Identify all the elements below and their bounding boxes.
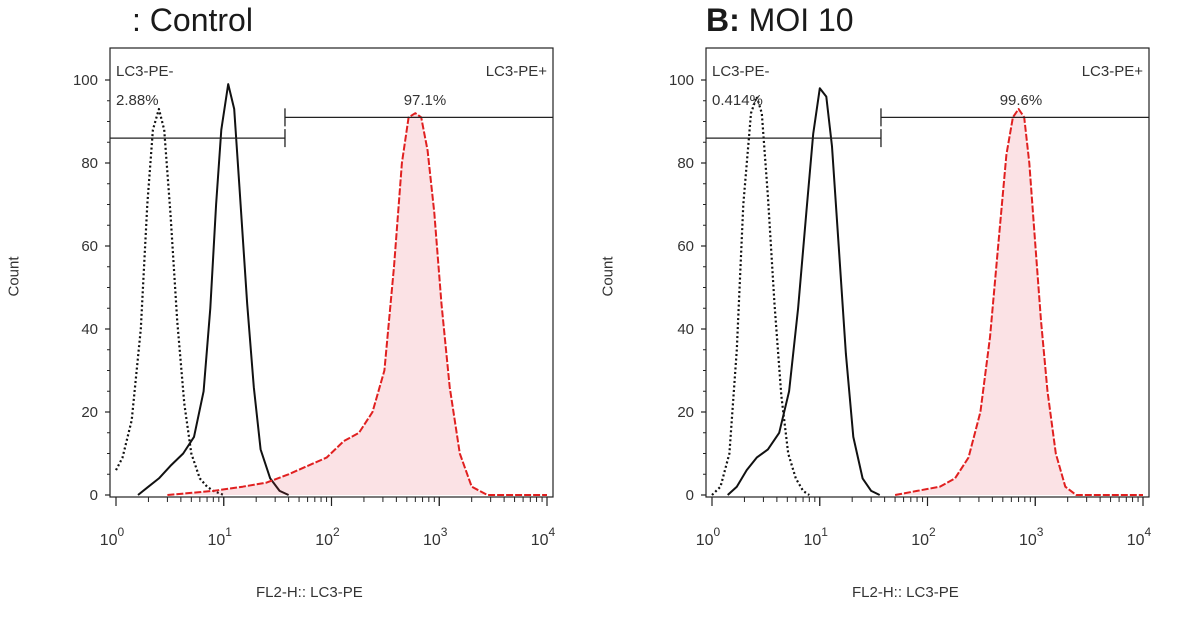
series-line-dotted (115, 107, 225, 497)
histogram-plot: 0 20 40 60 80 100 100 101 102 103 104 LC3-PE- 0.414%… (669, 47, 1152, 549)
y-tick-label: 40 (677, 321, 694, 338)
x-tick-label: 100 (696, 525, 721, 549)
y-tick-label: 0 (90, 487, 98, 504)
chart-title-text: : Control (132, 2, 253, 38)
gate-name: LC3-PE+ (486, 63, 548, 80)
gate-name: LC3-PE+ (1082, 63, 1144, 80)
x-tick-label: 101 (804, 525, 829, 549)
gate-percent: 99.6% (1000, 92, 1043, 109)
y-tick-label: 60 (677, 238, 694, 255)
x-tick-label: 104 (531, 525, 556, 549)
y-tick-label: 60 (81, 238, 98, 255)
x-tick-label: 100 (100, 525, 125, 549)
x-tick-label: 103 (1019, 525, 1044, 549)
chart-title: B: MOI 10 (706, 2, 854, 39)
series-line-solid (727, 87, 881, 496)
x-tick-label: 103 (423, 525, 448, 549)
x-tick-label: 101 (208, 525, 233, 549)
chart-panel-moi10: B: MOI 10 Count FL2-H:: LC3-PE 0 20 40 60 80… (596, 0, 1188, 621)
y-tick-label: 80 (81, 155, 98, 172)
chart-title-text: MOI 10 (748, 2, 854, 38)
x-tick-label: 102 (911, 525, 936, 549)
y-tick-label: 40 (81, 321, 98, 338)
series-line-dotted (711, 95, 810, 496)
series-fill (167, 113, 547, 495)
y-tick-label: 20 (81, 404, 98, 421)
y-tick-label: 80 (677, 155, 694, 172)
x-axis-label: FL2-H:: LC3-PE (256, 584, 363, 601)
x-tick-label: 104 (1127, 525, 1152, 549)
x-tick-label: 102 (315, 525, 340, 549)
y-tick-label: 100 (73, 72, 98, 89)
gate-percent: 2.88% (116, 92, 159, 109)
series-line-dashed (894, 108, 1143, 496)
chart-panel-control: : Control Count FL2-H:: LC3-PE 0 20 40 60 80… (6, 2, 556, 601)
x-axis-label: FL2-H:: LC3-PE (852, 584, 959, 601)
y-tick-label: 20 (677, 404, 694, 421)
chart-title: : Control (132, 2, 253, 39)
plot-frame (109, 47, 554, 498)
series-line-solid (137, 83, 290, 496)
gate-name: LC3-PE- (712, 63, 770, 80)
histogram-plot: 0 20 40 60 80 100 100 101 102 103 104 LC3-PE- 2.88% L… (73, 47, 556, 549)
gate-percent: 97.1% (404, 92, 447, 109)
gate-percent: 0.414% (712, 92, 763, 109)
y-tick-label: 100 (669, 72, 694, 89)
y-tick-label: 0 (686, 487, 694, 504)
series-fill (895, 109, 1143, 495)
series-line-dashed (167, 112, 547, 496)
gate-name: LC3-PE- (116, 63, 174, 80)
chart-title-letter: B: (706, 2, 740, 38)
